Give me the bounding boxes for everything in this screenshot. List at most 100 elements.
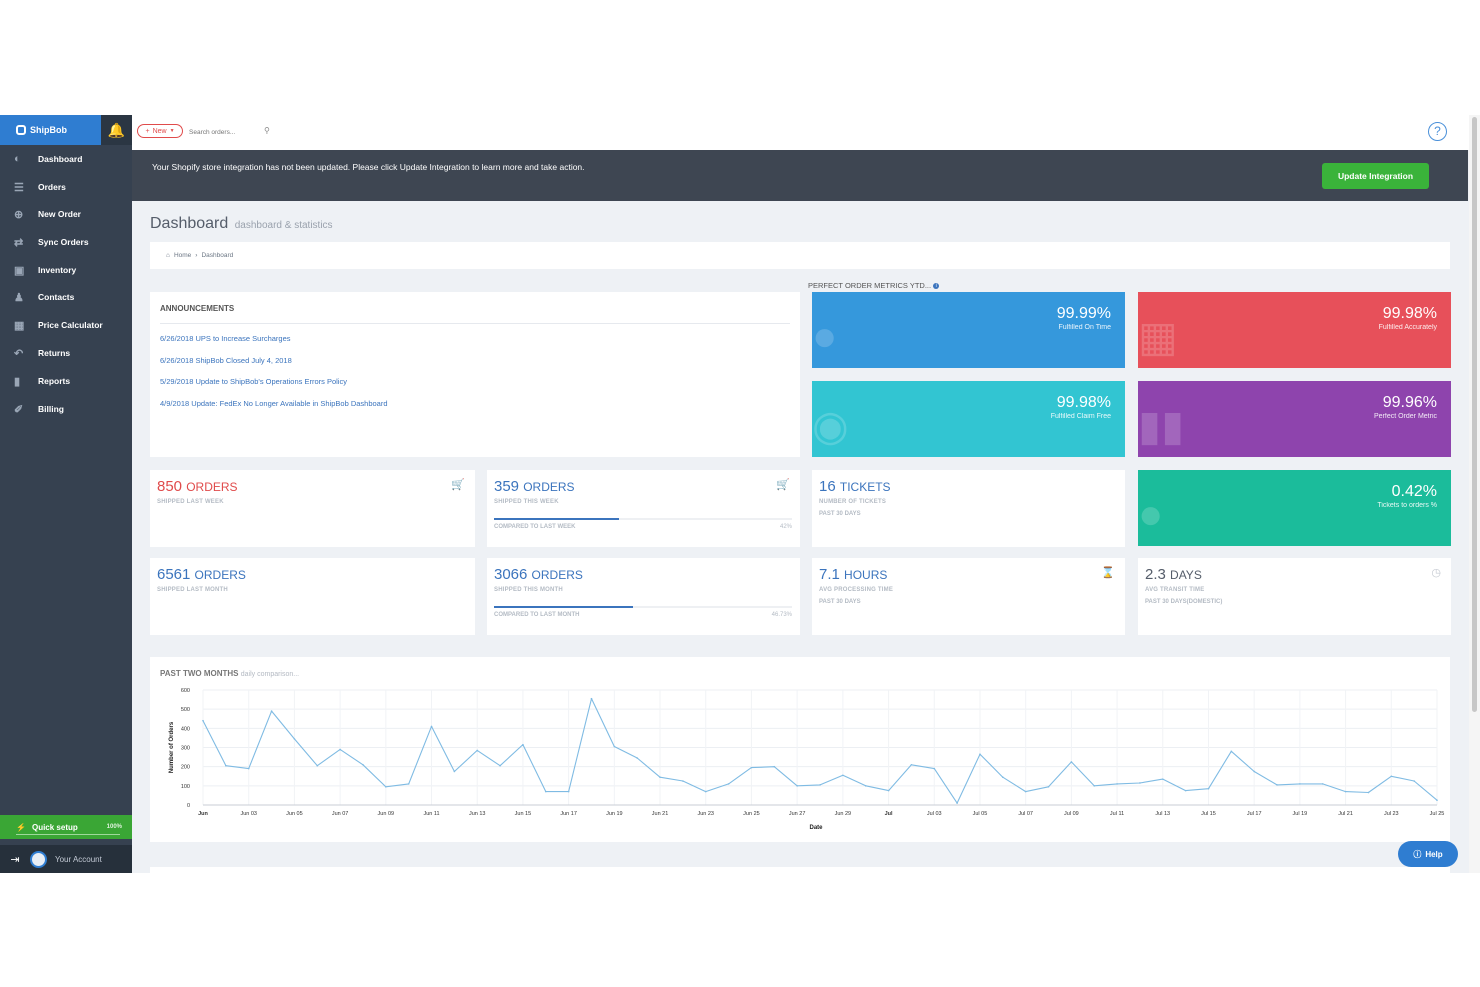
- stat-caption: AVG PROCESSING TIME: [819, 587, 894, 593]
- data-point: [453, 770, 456, 773]
- stat-number: 7.1: [819, 566, 840, 583]
- sidebar-item-label: Contacts: [38, 292, 75, 302]
- plus-circle-icon: ⊕: [14, 208, 24, 221]
- metric-tile-accurately[interactable]: ▦ 99.98% Fulfilled Accurately: [1138, 292, 1451, 368]
- data-point: [1436, 799, 1438, 802]
- data-point: [1253, 770, 1255, 773]
- account-link[interactable]: Your Account: [55, 854, 102, 864]
- data-point: [956, 802, 958, 804]
- cart-icon: 🛒: [776, 479, 790, 491]
- notifications-bell-icon[interactable]: 🔔: [101, 115, 132, 145]
- stat-card-shipped-this-week[interactable]: 359 ORDERS SHIPPED THIS WEEK COMPARED TO…: [487, 470, 800, 547]
- data-point: [430, 725, 433, 728]
- sidebar-item-dashboard[interactable]: ◐ Dashboard: [0, 147, 132, 171]
- stat-card-shipped-this-month[interactable]: 3066 ORDERS SHIPPED THIS MONTH COMPARED …: [487, 558, 800, 635]
- data-point: [1116, 783, 1118, 785]
- stat-unit: ORDERS: [523, 480, 575, 494]
- stat-value: 850 ORDERS: [157, 478, 238, 495]
- metric-label: Fulfilled On Time: [1058, 324, 1111, 331]
- data-point: [522, 743, 524, 746]
- stat-number: 359: [494, 478, 520, 495]
- y-tick-label: 200: [181, 765, 190, 771]
- sidebar-item-reports[interactable]: ▮ Reports: [0, 369, 132, 393]
- integration-alert: Your Shopify store integration has not b…: [132, 150, 1468, 201]
- data-point: [1093, 785, 1096, 787]
- logout-icon[interactable]: ⇥: [10, 853, 20, 866]
- sidebar-item-contacts[interactable]: ♟ Contacts: [0, 285, 132, 309]
- data-point: [293, 738, 296, 740]
- sidebar-item-billing[interactable]: ✐ Billing: [0, 397, 132, 421]
- data-point: [544, 790, 547, 793]
- quick-setup-percent: 100%: [106, 824, 122, 830]
- x-tick-label: Jun 27: [789, 811, 806, 817]
- sidebar-item-price-calculator[interactable]: ▦ Price Calculator: [0, 313, 132, 337]
- new-button-label: New: [152, 127, 167, 135]
- x-tick-label: Jun 25: [743, 811, 760, 817]
- chart-title: PAST TWO MONTHS daily comparison...: [160, 669, 299, 678]
- data-point: [1024, 790, 1027, 793]
- perfect-order-metrics-label: PERFECT ORDER METRICS YTD... i: [808, 281, 940, 290]
- x-tick-label: Jun 29: [835, 811, 852, 817]
- update-integration-button[interactable]: Update Integration: [1322, 163, 1429, 189]
- data-point: [225, 764, 227, 767]
- data-point: [613, 745, 616, 748]
- metric-tile-on-time[interactable]: ● 99.99% Fulfilled On Time: [812, 292, 1125, 368]
- info-icon[interactable]: i: [933, 283, 940, 290]
- x-tick-label: Jun 11: [423, 811, 439, 817]
- sidebar-item-returns[interactable]: ↶ Returns: [0, 341, 132, 365]
- stat-card-shipped-last-week[interactable]: 850 ORDERS SHIPPED LAST WEEK 🛒: [150, 470, 475, 547]
- data-point: [842, 774, 844, 777]
- x-tick-label: Jun 03: [240, 811, 257, 817]
- data-point: [202, 719, 204, 722]
- sidebar-item-label: Orders: [38, 182, 66, 192]
- metric-tile-claim-free[interactable]: ◉ 99.98% Fulfilled Claim Free: [812, 381, 1125, 457]
- stat-value: 3066 ORDERS: [494, 566, 583, 583]
- quick-setup-button[interactable]: ⚡ Quick setup 100%: [0, 815, 132, 839]
- announcement-link[interactable]: 4/9/2018 Update: FedEx No Longer Availab…: [160, 399, 388, 408]
- stat-card-transit-time[interactable]: 2.3 DAYS AVG TRANSIT TIME PAST 30 DAYS(D…: [1138, 558, 1451, 635]
- sidebar-item-sync-orders[interactable]: ⇄ Sync Orders: [0, 230, 132, 254]
- announcement-link[interactable]: 6/26/2018 ShipBob Closed July 4, 2018: [160, 356, 292, 365]
- avatar[interactable]: [30, 850, 47, 868]
- search-icon[interactable]: ⚲: [264, 126, 270, 135]
- data-point: [819, 784, 821, 786]
- breadcrumb-home[interactable]: Home: [173, 252, 192, 259]
- brand-logo[interactable]: ShipBob: [0, 115, 101, 145]
- data-point: [750, 766, 753, 769]
- breadcrumb: ⌂ Home › Dashboard: [150, 242, 1450, 269]
- stat-value: 359 ORDERS: [494, 478, 575, 495]
- sidebar-item-new-order[interactable]: ⊕ New Order: [0, 202, 132, 226]
- brand-name: ShipBob: [30, 125, 67, 135]
- divider: [160, 323, 790, 324]
- sidebar-item-orders[interactable]: ☰ Orders: [0, 175, 132, 199]
- scrollbar-thumb[interactable]: [1472, 117, 1477, 712]
- x-tick-label: Jun 09: [378, 811, 395, 817]
- metric-label: Perfect Order Metric: [1373, 413, 1437, 420]
- metric-tile-tickets[interactable]: ● 0.42% Tickets to orders %: [1138, 470, 1451, 546]
- announcement-link[interactable]: 5/29/2018 Update to ShipBob's Operations…: [160, 377, 347, 386]
- data-point: [1139, 782, 1141, 784]
- top-bar: + New ▼ ⚲ ?: [132, 115, 1472, 150]
- account-bar: ⇥ Your Account: [0, 845, 132, 873]
- metric-label: Tickets to orders %: [1377, 502, 1437, 509]
- new-dropdown-button[interactable]: + New ▼: [137, 124, 183, 138]
- stat-card-shipped-last-month[interactable]: 6561 ORDERS SHIPPED LAST MONTH: [150, 558, 475, 635]
- sidebar-item-label: Billing: [38, 404, 64, 414]
- search-input[interactable]: [189, 127, 269, 137]
- orders-line-chart[interactable]: 0 100 200 300 400 500 600 Jun Jun 03 Jun 05 Jun 07…: [150, 657, 1450, 842]
- metric-value: 0.42%: [1391, 483, 1437, 500]
- metric-tile-perfect-order[interactable]: ▮▮ 99.96% Perfect Order Metric: [1138, 381, 1451, 457]
- x-tick-label: Jun 07: [332, 811, 349, 817]
- sidebar-item-inventory[interactable]: ▣ Inventory: [0, 258, 132, 282]
- data-point: [1276, 784, 1278, 786]
- metric-label: Fulfilled Accurately: [1378, 324, 1437, 331]
- stat-caption: AVG TRANSIT TIME: [1145, 587, 1205, 593]
- sidebar-item-label: Reports: [38, 376, 71, 386]
- announcement-link[interactable]: 6/26/2018 UPS to Increase Surcharges: [160, 334, 291, 343]
- stat-value: 7.1 HOURS: [819, 566, 887, 583]
- stat-card-processing-time[interactable]: 7.1 HOURS AVG PROCESSING TIME PAST 30 DA…: [812, 558, 1125, 635]
- data-point: [339, 748, 341, 751]
- help-button[interactable]: ⓘ Help: [1398, 841, 1458, 867]
- help-question-icon[interactable]: ?: [1428, 122, 1447, 141]
- stat-card-tickets[interactable]: 16 TICKETS NUMBER OF TICKETS PAST 30 DAY…: [812, 470, 1125, 547]
